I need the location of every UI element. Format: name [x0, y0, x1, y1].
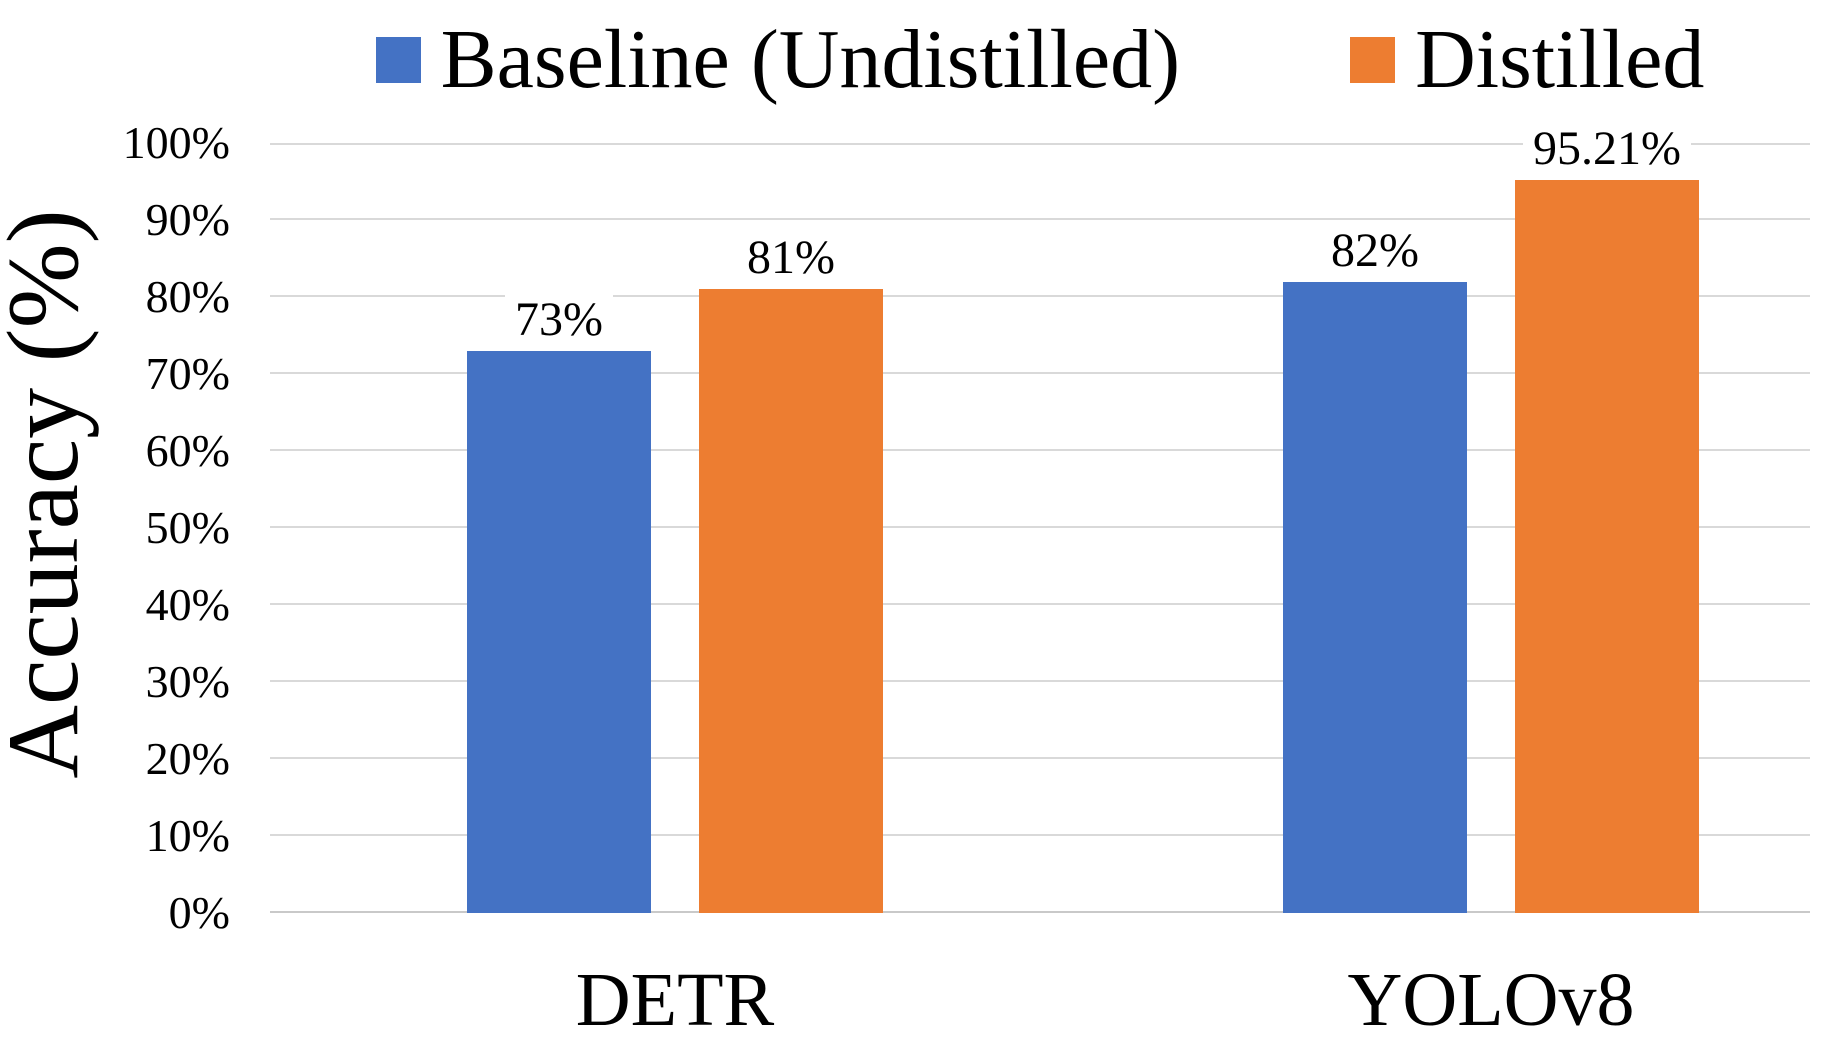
legend-label-baseline: Baseline (Undistilled) [440, 12, 1181, 106]
bar-YOLOv8-baseline [1283, 282, 1467, 913]
legend-marker-baseline-icon [375, 37, 421, 83]
bar-DETR-distilled [699, 289, 883, 913]
gridline-60% [270, 449, 1810, 451]
y-tick-label-50%: 50% [145, 502, 230, 553]
x-category-label-YOLOv8: YOLOv8 [1347, 958, 1635, 1042]
plot-area: 73% 81% 82% 95.21% [270, 122, 1810, 913]
gridline-40% [270, 603, 1810, 605]
x-category-label-DETR: DETR [575, 958, 775, 1042]
y-tick-label-20%: 20% [145, 733, 230, 784]
bar-value-label-YOLOv8-baseline: 82% [1321, 224, 1429, 278]
gridline-70% [270, 372, 1810, 374]
bar-value-label-DETR-baseline: 73% [505, 293, 613, 347]
legend-item-distilled: Distilled [1350, 12, 1705, 106]
legend-item-baseline: Baseline (Undistilled) [375, 12, 1181, 106]
gridline-20% [270, 757, 1810, 759]
y-tick-label-70%: 70% [145, 348, 230, 399]
legend-label-distilled: Distilled [1415, 12, 1705, 106]
chart-legend: Baseline (Undistilled) Distilled [270, 10, 1810, 110]
y-tick-label-80%: 80% [145, 271, 230, 322]
y-tick-label-10%: 10% [145, 810, 230, 861]
bar-value-label-YOLOv8-distilled: 95.21% [1523, 122, 1691, 176]
gridline-10% [270, 834, 1810, 836]
bar-YOLOv8-distilled [1515, 180, 1699, 913]
y-tick-label-0%: 0% [168, 887, 230, 938]
gridline-0% [270, 911, 1810, 913]
gridline-90% [270, 218, 1810, 220]
gridline-100% [270, 143, 1810, 145]
y-tick-label-100%: 100% [122, 117, 230, 168]
gridline-80% [270, 295, 1810, 297]
gridline-50% [270, 526, 1810, 528]
bar-value-label-DETR-distilled: 81% [737, 231, 845, 285]
bar-DETR-baseline [467, 351, 651, 913]
y-tick-label-90%: 90% [145, 194, 230, 245]
y-axis-tick-labels: 0% 10% 20% 30% 40% 50% 60% 70% 80% 90% 100% [0, 0, 230, 1063]
y-tick-label-40%: 40% [145, 579, 230, 630]
legend-marker-distilled-icon [1350, 37, 1396, 83]
y-tick-label-60%: 60% [145, 425, 230, 476]
gridline-30% [270, 680, 1810, 682]
y-tick-label-30%: 30% [145, 656, 230, 707]
